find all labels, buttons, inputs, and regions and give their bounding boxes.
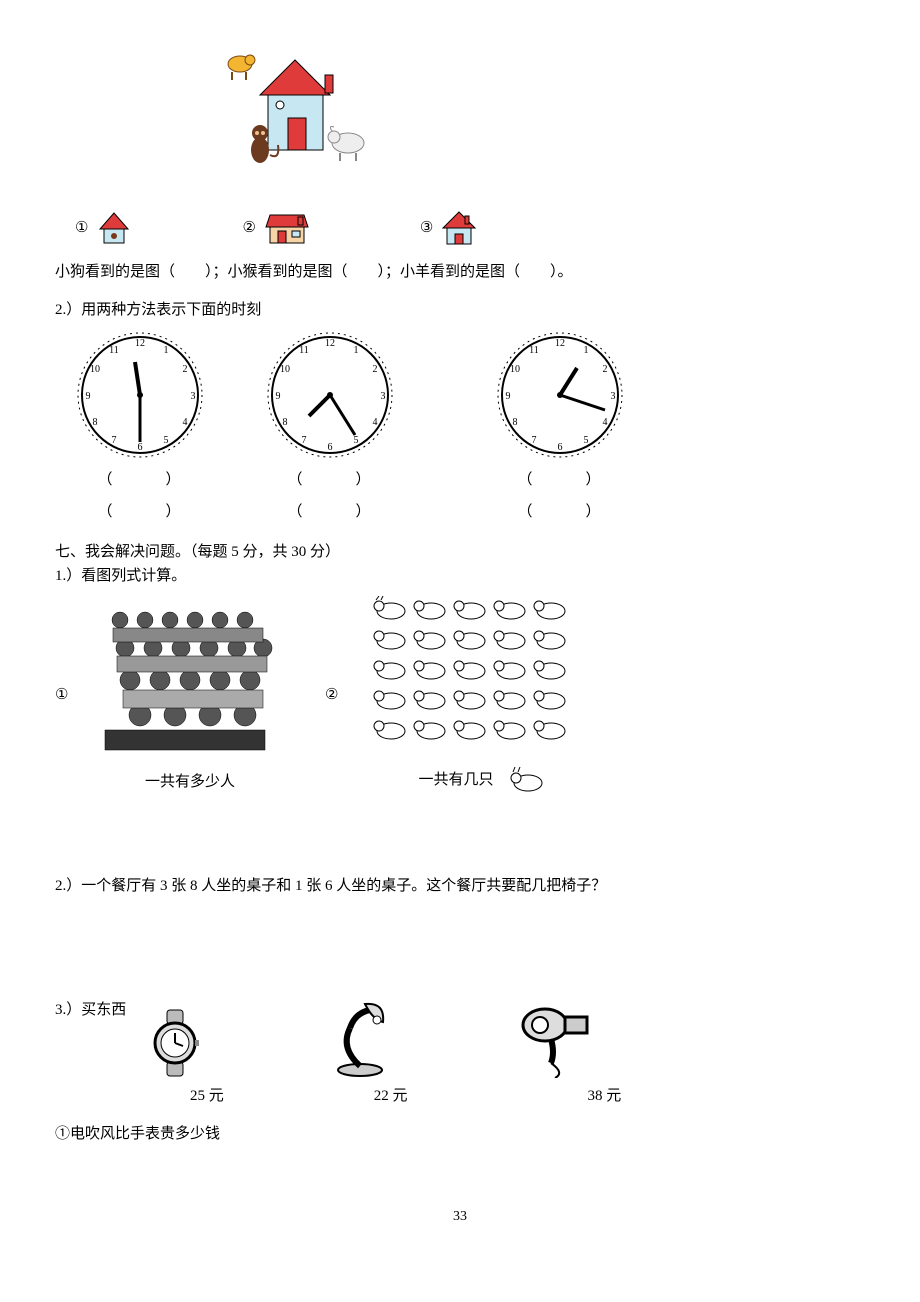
rabbit-icon (504, 766, 544, 794)
svg-text:8: 8 (283, 417, 288, 428)
section7-title: 七、我会解决问题。（每题 5 分，共 30 分） (55, 540, 865, 564)
p3-label: 3.）买东西 (55, 998, 126, 1022)
svg-text:2: 2 (183, 364, 188, 375)
svg-text:12: 12 (325, 338, 335, 349)
clock-2: 1212 345 678 91011 (265, 330, 395, 460)
clock2-blank1: （ ） (265, 468, 395, 492)
clock1-blank1: （ ） (75, 468, 205, 492)
svg-text:2: 2 (603, 364, 608, 375)
choice-1-house-icon (96, 211, 132, 245)
clock2-blank2: （ ） (265, 500, 395, 524)
svg-text:3: 3 (191, 391, 196, 402)
svg-text:4: 4 (183, 417, 188, 428)
svg-text:1: 1 (354, 345, 359, 356)
svg-text:1: 1 (584, 345, 589, 356)
price-3: 38 元 (588, 1084, 622, 1108)
svg-text:4: 4 (373, 417, 378, 428)
clock-3: 1212 345 678 91011 (495, 330, 625, 460)
q1-sentence: 小狗看到的是图（ ）；小猴看到的是图（ ）；小羊看到的是图（ ）。 (55, 260, 865, 284)
page-number: 33 (55, 1206, 865, 1228)
hairdryer-icon (515, 1003, 595, 1078)
caption-rabbits: 一共有几只 (418, 768, 493, 792)
svg-text:11: 11 (299, 345, 309, 356)
svg-text:6: 6 (328, 442, 333, 453)
svg-text:5: 5 (164, 435, 169, 446)
svg-text:10: 10 (510, 364, 520, 375)
circled-2: ② (325, 683, 365, 707)
svg-text:9: 9 (86, 391, 91, 402)
choice-3-house-icon (441, 210, 477, 246)
p2-text: 2.）一个餐厅有 3 张 8 人坐的桌子和 1 张 6 人坐的桌子。这个餐厅共要… (55, 874, 865, 898)
watch-icon (145, 1008, 205, 1078)
clock1-blank2: （ ） (75, 500, 205, 524)
p1-label: 1.）看图列式计算。 (55, 564, 865, 588)
rabbits-image (371, 596, 591, 766)
caption-people: 一共有多少人 (95, 770, 285, 794)
q2-label: 2.）用两种方法表示下面的时刻 (55, 298, 865, 322)
svg-text:1: 1 (164, 345, 169, 356)
svg-text:3: 3 (611, 391, 616, 402)
svg-text:10: 10 (280, 364, 290, 375)
svg-text:12: 12 (135, 338, 145, 349)
svg-text:5: 5 (354, 435, 359, 446)
svg-text:4: 4 (603, 417, 608, 428)
svg-text:3: 3 (381, 391, 386, 402)
clock3-blank1: （ ） (495, 468, 625, 492)
svg-text:11: 11 (109, 345, 119, 356)
scene-house-animals (200, 40, 400, 190)
svg-text:8: 8 (513, 417, 518, 428)
choice-1-label: ① (75, 216, 88, 240)
svg-text:7: 7 (532, 435, 537, 446)
clock3-blank2: （ ） (495, 500, 625, 524)
svg-text:10: 10 (90, 364, 100, 375)
svg-text:6: 6 (138, 442, 143, 453)
lamp-icon (325, 998, 395, 1078)
svg-text:8: 8 (93, 417, 98, 428)
choice-3-label: ③ (420, 216, 433, 240)
svg-text:7: 7 (302, 435, 307, 446)
svg-text:11: 11 (529, 345, 539, 356)
p3-sub: ①电吹风比手表贵多少钱 (55, 1122, 865, 1146)
circled-1: ① (55, 683, 85, 707)
choice-2-label: ② (242, 216, 255, 240)
choice-2-house-icon (264, 211, 310, 245)
svg-text:9: 9 (276, 391, 281, 402)
svg-text:7: 7 (112, 435, 117, 446)
svg-text:2: 2 (373, 364, 378, 375)
svg-text:6: 6 (558, 442, 563, 453)
price-1: 25 元 (190, 1084, 224, 1108)
clock-1: 1212 345 678 91011 (75, 330, 205, 460)
price-2: 22 元 (374, 1084, 408, 1108)
people-group-image (95, 600, 285, 770)
svg-text:9: 9 (506, 391, 511, 402)
svg-text:12: 12 (555, 338, 565, 349)
svg-text:5: 5 (584, 435, 589, 446)
